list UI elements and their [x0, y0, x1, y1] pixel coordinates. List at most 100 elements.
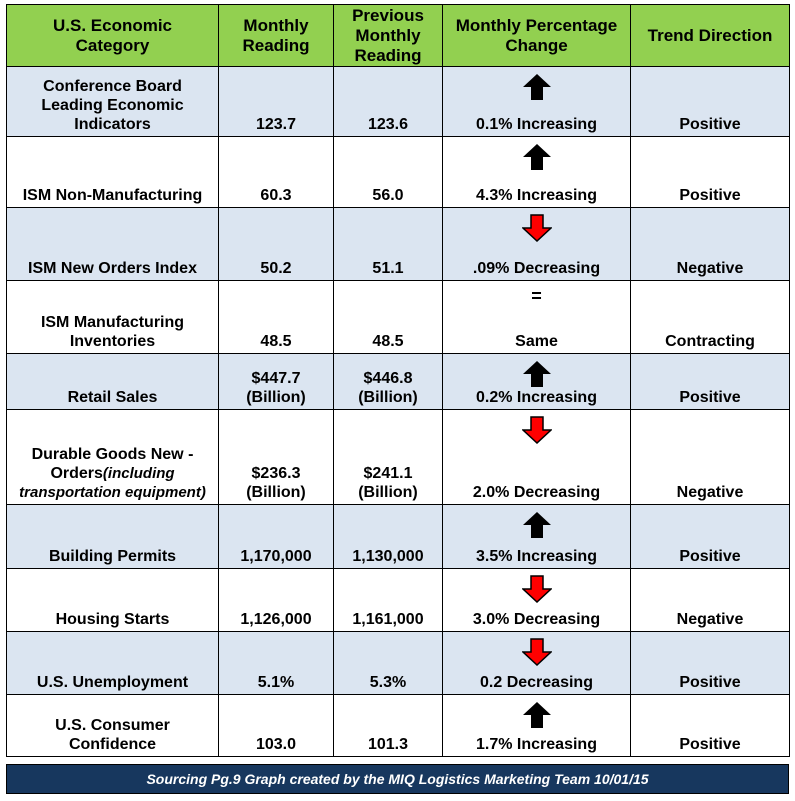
trend-direction-cell: Negative	[630, 207, 790, 281]
category-label: ISM New Orders Index	[28, 260, 197, 277]
category-cell: Building Permits	[6, 504, 219, 569]
header-row: U.S. Economic Category Monthly Reading P…	[6, 4, 790, 67]
monthly-reading-cell: 1,126,000	[218, 568, 334, 632]
category-cell: Durable Goods New -Orders(including tran…	[6, 409, 219, 505]
trend-direction-cell: Contracting	[630, 280, 790, 354]
previous-reading-cell: $241.1 (Billion)	[333, 409, 443, 505]
table-body: Conference Board Leading Economic Indica…	[6, 66, 790, 757]
percentage-change-text: .09% Decreasing	[472, 260, 601, 277]
trend-direction-cell: Positive	[630, 66, 790, 137]
percentage-change-text: 0.1% Increasing	[476, 116, 597, 133]
previous-reading-cell: 56.0	[333, 136, 443, 208]
percentage-change-cell: 4.3% Increasing	[442, 136, 631, 208]
percentage-change-text: 0.2 Decreasing	[480, 674, 593, 691]
down-arrow-icon	[521, 416, 552, 444]
trend-direction-cell: Positive	[630, 694, 790, 757]
percentage-change-cell: .09% Decreasing	[442, 207, 631, 281]
economic-table-container: U.S. Economic Category Monthly Reading P…	[6, 4, 790, 757]
table-row: ISM Manufacturing Inventories 48.5 48.5 = Sa…	[6, 280, 790, 354]
trend-direction-cell: Positive	[630, 504, 790, 569]
down-arrow-icon	[521, 638, 552, 666]
up-arrow-icon	[522, 144, 551, 170]
monthly-reading-cell: 60.3	[218, 136, 334, 208]
percentage-change-text: 3.5% Increasing	[476, 548, 597, 565]
monthly-reading-cell: 5.1%	[218, 631, 334, 695]
previous-reading-cell: 1,130,000	[333, 504, 443, 569]
previous-reading-cell: 48.5	[333, 280, 443, 354]
up-arrow-icon	[522, 702, 551, 728]
previous-reading-cell: 5.3%	[333, 631, 443, 695]
category-cell: ISM Non-Manufacturing	[6, 136, 219, 208]
category-label: ISM Non-Manufacturing	[22, 187, 203, 204]
previous-reading-cell: $446.8 (Billion)	[333, 353, 443, 410]
monthly-reading-cell: 103.0	[218, 694, 334, 757]
table-row: Housing Starts 1,126,000 1,161,000 3.0% Dec…	[6, 568, 790, 632]
table-row: Conference Board Leading Economic Indica…	[6, 66, 790, 137]
category-cell: Conference Board Leading Economic Indica…	[6, 66, 219, 137]
previous-reading-cell: 101.3	[333, 694, 443, 757]
up-arrow-icon	[522, 512, 551, 538]
category-label: Building Permits	[48, 548, 177, 565]
header-previous-reading: Previous Monthly Reading	[333, 4, 443, 67]
trend-direction-cell: Positive	[630, 353, 790, 410]
category-label: Housing Starts	[55, 611, 170, 628]
table-row: ISM New Orders Index 50.2 51.1 .09% Decreas…	[6, 207, 790, 281]
category-label: U.S. Consumer Confidence	[55, 717, 170, 753]
category-label: Conference Board Leading Economic Indica…	[41, 78, 184, 133]
percentage-change-text: Same	[515, 333, 558, 350]
category-cell: Housing Starts	[6, 568, 219, 632]
down-arrow-icon	[521, 575, 552, 603]
header-category: U.S. Economic Category	[6, 4, 219, 67]
percentage-change-cell: 2.0% Decreasing	[442, 409, 631, 505]
table-row: U.S. Consumer Confidence 103.0 101.3 1.7% I…	[6, 694, 790, 757]
percentage-change-cell: = Same	[442, 280, 631, 354]
percentage-change-text: 4.3% Increasing	[476, 187, 597, 204]
percentage-change-cell: 3.0% Decreasing	[442, 568, 631, 632]
monthly-reading-cell: 50.2	[218, 207, 334, 281]
table-row: Durable Goods New -Orders(including tran…	[6, 409, 790, 505]
category-cell: U.S. Unemployment	[6, 631, 219, 695]
monthly-reading-cell: $236.3 (Billion)	[218, 409, 334, 505]
percentage-change-cell: 0.1% Increasing	[442, 66, 631, 137]
category-label: Durable Goods New -Orders	[31, 446, 194, 482]
table-row: Retail Sales $447.7 (Billion) $446.8 (Bill…	[6, 353, 790, 410]
monthly-reading-cell: 123.7	[218, 66, 334, 137]
table-row: Building Permits 1,170,000 1,130,000 3.5% I…	[6, 504, 790, 569]
header-monthly-reading: Monthly Reading	[218, 4, 334, 67]
category-note: (including transportation equipment)	[19, 465, 206, 501]
category-cell: ISM Manufacturing Inventories	[6, 280, 219, 354]
percentage-change-cell: 1.7% Increasing	[442, 694, 631, 757]
table-row: U.S. Unemployment 5.1% 5.3% 0.2 Decreasing P…	[6, 631, 790, 695]
category-label: ISM Manufacturing Inventories	[40, 314, 185, 350]
up-arrow-icon	[522, 74, 551, 100]
percentage-change-text: 1.7% Increasing	[476, 736, 597, 753]
trend-direction-cell: Positive	[630, 136, 790, 208]
category-cell: ISM New Orders Index	[6, 207, 219, 281]
percentage-change-cell: 3.5% Increasing	[442, 504, 631, 569]
footer-source-note: Sourcing Pg.9 Graph created by the MIQ L…	[6, 764, 789, 794]
trend-direction-cell: Negative	[630, 409, 790, 505]
percentage-change-text: 0.2% Increasing	[476, 389, 597, 406]
percentage-change-cell: 0.2 Decreasing	[442, 631, 631, 695]
header-percentage-change: Monthly Percentage Change	[442, 4, 631, 67]
monthly-reading-cell: 48.5	[218, 280, 334, 354]
previous-reading-cell: 123.6	[333, 66, 443, 137]
down-arrow-icon	[521, 214, 552, 242]
category-label: Retail Sales	[67, 389, 158, 406]
category-label: U.S. Unemployment	[36, 674, 189, 691]
category-cell: Retail Sales	[6, 353, 219, 410]
trend-direction-cell: Positive	[630, 631, 790, 695]
trend-direction-cell: Negative	[630, 568, 790, 632]
monthly-reading-cell: $447.7 (Billion)	[218, 353, 334, 410]
monthly-reading-cell: 1,170,000	[218, 504, 334, 569]
percentage-change-text: 2.0% Decreasing	[472, 484, 601, 501]
equal-sign-icon: =	[531, 286, 542, 306]
economic-indicators-table: U.S. Economic Category Monthly Reading P…	[6, 4, 790, 757]
header-trend-direction: Trend Direction	[630, 4, 790, 67]
category-cell: U.S. Consumer Confidence	[6, 694, 219, 757]
table-row: ISM Non-Manufacturing 60.3 56.0 4.3% Increa…	[6, 136, 790, 208]
percentage-change-text: 3.0% Decreasing	[472, 611, 601, 628]
previous-reading-cell: 1,161,000	[333, 568, 443, 632]
up-arrow-icon	[522, 361, 551, 387]
previous-reading-cell: 51.1	[333, 207, 443, 281]
